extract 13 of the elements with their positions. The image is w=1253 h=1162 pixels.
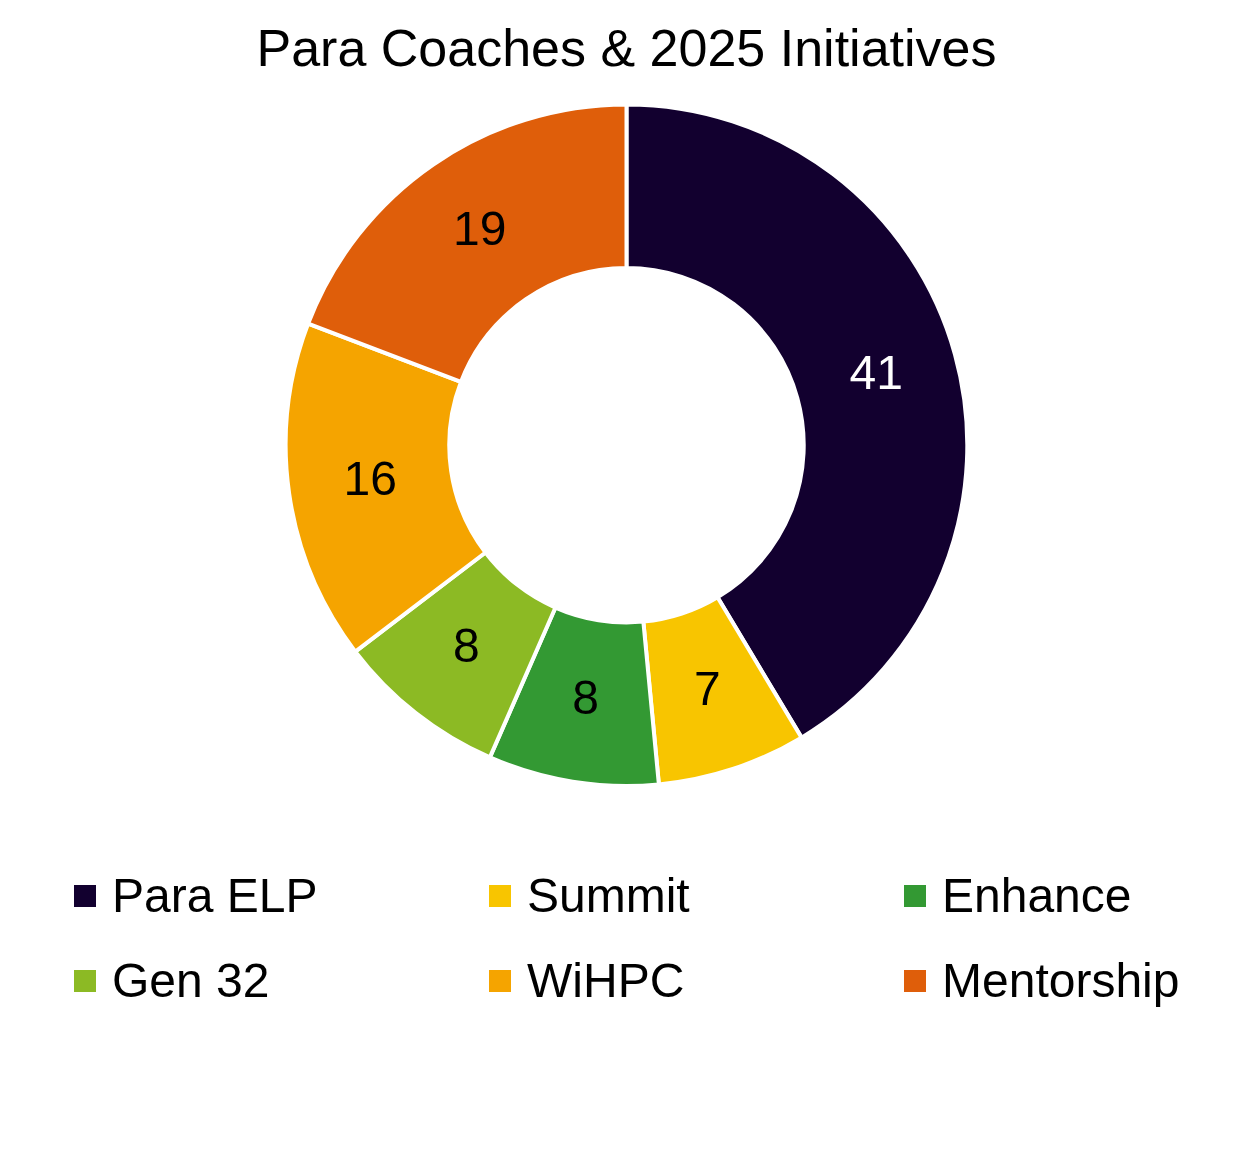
chart-title: Para Coaches & 2025 Initiatives <box>256 18 997 77</box>
data-label: 8 <box>453 619 480 673</box>
legend-label: Gen 32 <box>112 953 270 1008</box>
data-label: 16 <box>343 452 397 506</box>
legend-label: WiHPC <box>527 953 685 1008</box>
legend-label: Summit <box>527 868 690 923</box>
data-label: 41 <box>849 346 903 400</box>
legend-label: Para ELP <box>112 868 318 923</box>
data-label: 7 <box>693 661 721 715</box>
legend-label: Enhance <box>942 868 1132 923</box>
data-label: 19 <box>452 202 507 256</box>
legend-label: Mentorship <box>942 953 1180 1008</box>
data-label: 8 <box>572 671 599 725</box>
